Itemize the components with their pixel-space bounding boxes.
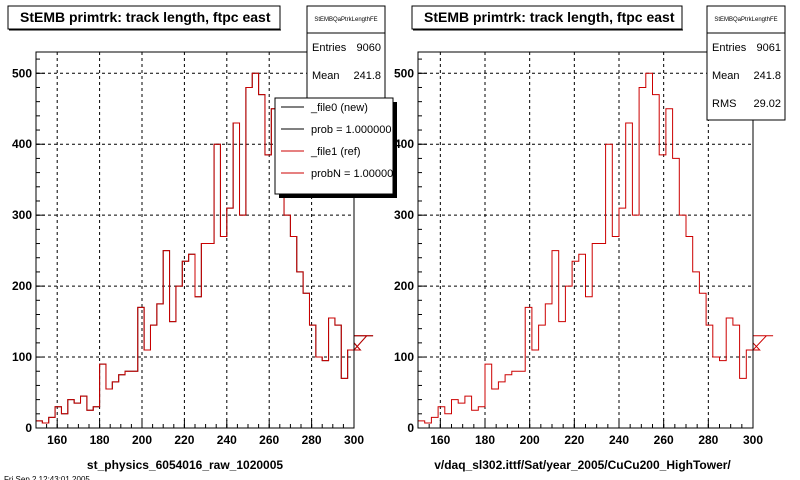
stats-name: StEMBQaPtrkLengthFE — [714, 17, 777, 23]
y-tick-label: 200 — [12, 279, 32, 293]
footer-timestamp: Fri Sep 2 12:43:01 2005 — [4, 475, 90, 480]
stats-value: 9061 — [757, 42, 781, 54]
x-tick-label: 300 — [743, 433, 763, 447]
x-tick-label: 220 — [564, 433, 584, 447]
plot-area — [418, 52, 753, 428]
x-tick-label: 260 — [654, 433, 674, 447]
stats-label: RMS — [712, 98, 736, 110]
legend-entry-label: _file1 (ref) — [310, 146, 361, 158]
stats-box — [306, 5, 386, 99]
x-tick-label: 280 — [698, 433, 718, 447]
chart-title-box — [411, 5, 683, 30]
legend-box — [274, 97, 394, 195]
chart-title-box — [7, 5, 281, 30]
legend-entry-label: _file0 (new) — [310, 102, 368, 114]
x-axis-title: v/daq_sl302.ittf/Sat/year_2005/CuCu200_H… — [434, 458, 731, 472]
stats-value: 241.8 — [353, 70, 381, 82]
y-tick-label: 400 — [394, 137, 414, 151]
x-tick-label: 220 — [174, 433, 194, 447]
x-tick-label: 160 — [430, 433, 450, 447]
x-tick-label: 200 — [132, 433, 152, 447]
y-tick-label: 300 — [12, 208, 32, 222]
legend-entry-label: probN = 1.000000 — [311, 168, 399, 180]
x-axis-title: st_physics_6054016_raw_1020005 — [87, 458, 283, 472]
chart-panel-2: 160 180 200 220 240 260 280 300 0 100 200 300 400 500… — [394, 5, 786, 472]
x-tick-label: 200 — [520, 433, 540, 447]
x-tick-label: 280 — [302, 433, 322, 447]
stats-value: 9060 — [357, 42, 381, 54]
x-tick-label: 180 — [90, 433, 110, 447]
stats-value: 29.02 — [753, 98, 781, 110]
chart-panel-1: 160 180 200 220 240 260 280 300 0 100 200 300 400 500… — [7, 5, 399, 472]
stats-box — [706, 5, 786, 121]
stats-name: StEMBQaPtrkLengthFE — [314, 17, 377, 23]
y-tick-label: 100 — [394, 350, 414, 364]
legend-entry-label: prob = 1.000000 — [311, 124, 391, 136]
x-tick-label: 260 — [259, 433, 279, 447]
y-tick-label: 400 — [12, 137, 32, 151]
x-tick-label: 240 — [609, 433, 629, 447]
y-tick-label: 300 — [394, 208, 414, 222]
stats-label: Entries — [312, 42, 347, 54]
stats-label: Mean — [712, 70, 740, 82]
chart-title: StEMB primtrk: track length, ftpc east — [424, 9, 675, 25]
stats-label: Mean — [312, 70, 340, 82]
y-tick-label: 100 — [12, 350, 32, 364]
x-tick-label: 160 — [47, 433, 67, 447]
histogram-series-1 — [417, 72, 774, 428]
stats-label: Entries — [712, 42, 747, 54]
stats-value: 241.8 — [753, 70, 781, 82]
histogram-series-1 — [35, 72, 374, 428]
y-tick-label: 500 — [394, 66, 414, 80]
y-tick-label: 0 — [407, 421, 414, 435]
chart-title: StEMB primtrk: track length, ftpc east — [20, 9, 271, 25]
x-tick-label: 300 — [344, 433, 364, 447]
x-tick-label: 180 — [475, 433, 495, 447]
y-tick-label: 0 — [25, 421, 32, 435]
legend: _file0 (new) prob = 1.000000 _file1 (ref) p… — [281, 102, 399, 180]
x-tick-label: 240 — [217, 433, 237, 447]
y-tick-label: 500 — [12, 66, 32, 80]
y-tick-label: 200 — [394, 279, 414, 293]
